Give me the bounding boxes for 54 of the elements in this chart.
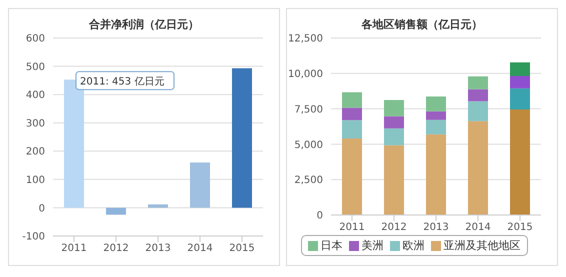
- y-tick-label: 100: [26, 174, 45, 186]
- y-tick-label: -100: [22, 232, 45, 243]
- bar: [232, 68, 252, 208]
- annotation: 2011: 453 亿日元: [80, 76, 164, 88]
- y-tick-label: 0: [38, 203, 45, 214]
- x-tick-label: 2015: [507, 222, 533, 234]
- bar: [426, 111, 446, 120]
- x-tick-label: 2015: [229, 243, 255, 254]
- bar: [342, 108, 362, 120]
- y-tick-label: 7,500: [294, 104, 323, 116]
- legend-label: 美洲: [360, 238, 384, 253]
- bar: [510, 110, 530, 215]
- y-tick-label: 400: [26, 90, 45, 102]
- y-tick-label: 0: [316, 210, 323, 222]
- bar: [342, 120, 362, 139]
- bar: [468, 121, 488, 215]
- x-tick-label: 2013: [423, 222, 449, 234]
- y-tick-label: 600: [26, 34, 45, 45]
- x-tick-label: 2012: [381, 222, 407, 234]
- x-tick-label: 2014: [465, 222, 491, 234]
- chart-title: 合并净利润（亿日元）: [88, 17, 200, 32]
- bar: [384, 116, 404, 128]
- legend-label: 亚洲及其他地区: [442, 238, 520, 253]
- bar: [384, 128, 404, 146]
- y-tick-label: 2,500: [294, 175, 323, 186]
- bar: [468, 76, 488, 90]
- x-tick-label: 2012: [103, 243, 129, 254]
- bar: [468, 89, 488, 102]
- x-tick-label: 2013: [145, 243, 171, 254]
- x-tick-label: 2014: [187, 243, 213, 254]
- legend-label: 日本: [320, 238, 342, 253]
- x-tick-label: 2011: [339, 222, 365, 234]
- bar: [426, 96, 446, 112]
- bar: [342, 138, 362, 215]
- bar: [384, 145, 404, 215]
- bar: [190, 162, 210, 208]
- y-tick-label: 12,500: [288, 34, 323, 45]
- bar: [468, 101, 488, 122]
- bar: [510, 62, 530, 76]
- y-tick-label: 10,000: [288, 68, 323, 80]
- bar: [426, 120, 446, 134]
- bar: [426, 134, 446, 215]
- bar: [342, 92, 362, 108]
- bar: [510, 76, 530, 88]
- bar: [384, 100, 404, 116]
- y-tick-label: 200: [26, 146, 45, 158]
- x-tick-label: 2011: [61, 243, 87, 254]
- chart-title: 各地区销售额（亿日元）: [360, 17, 484, 32]
- y-tick-label: 5,000: [294, 140, 323, 151]
- bar: [510, 88, 530, 110]
- y-tick-label: 300: [26, 118, 45, 130]
- bar: [106, 208, 126, 215]
- legend-label: 欧洲: [402, 238, 424, 253]
- y-tick-label: 500: [26, 62, 45, 73]
